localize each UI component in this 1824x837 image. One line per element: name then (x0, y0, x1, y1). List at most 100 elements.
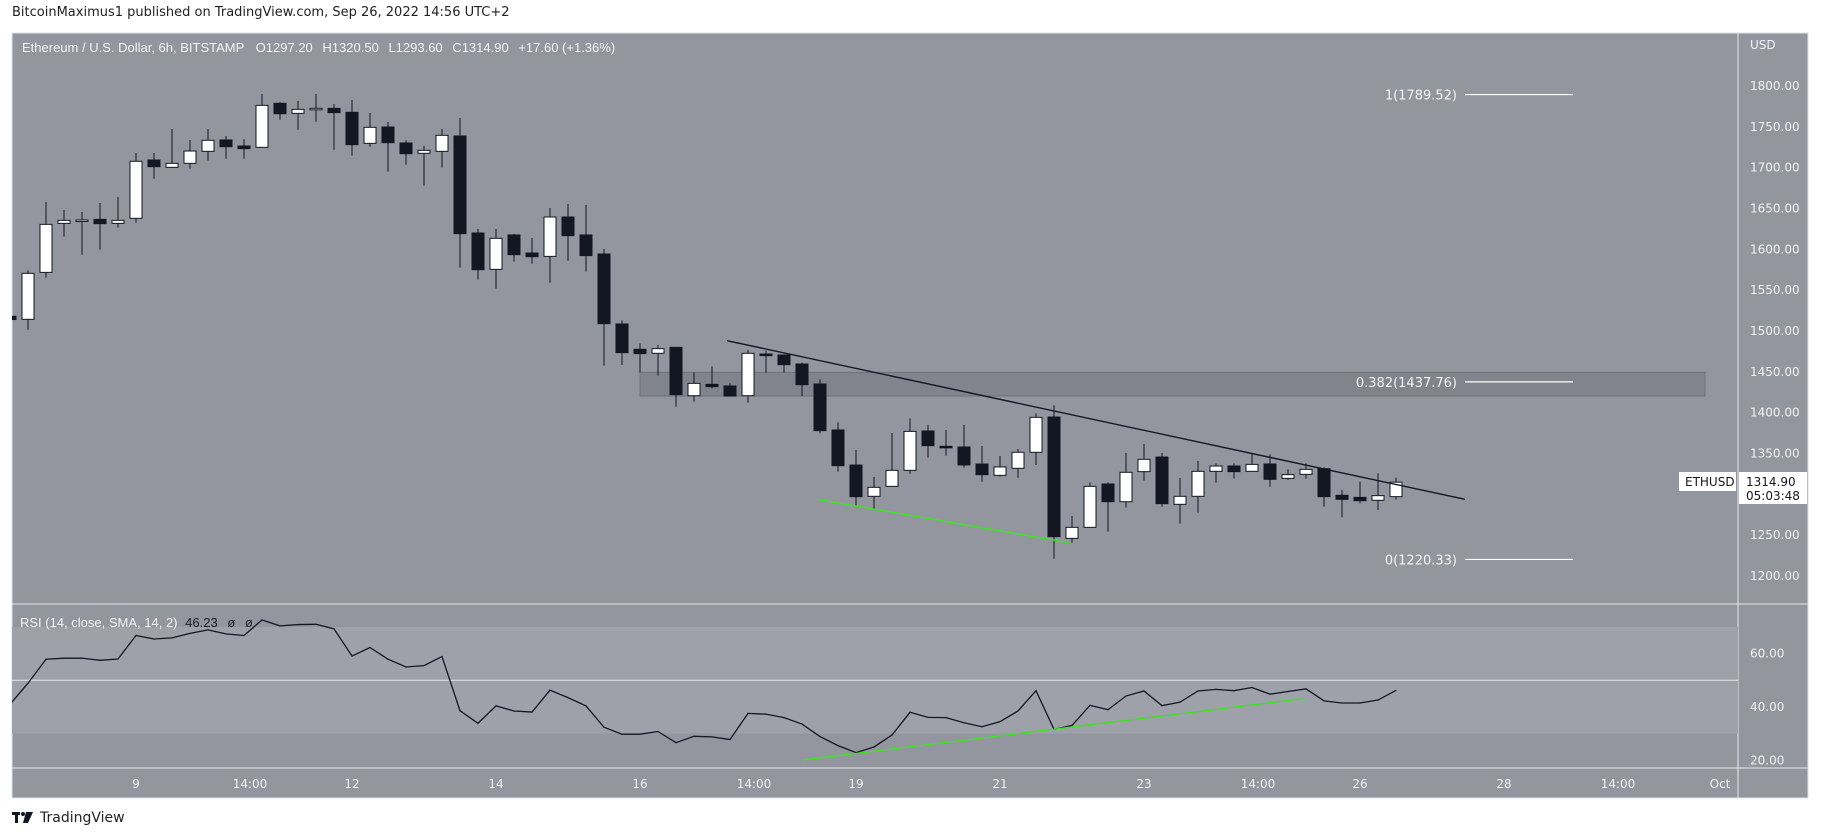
rsi-pane[interactable] (9, 619, 1738, 761)
candle-body-down (975, 463, 989, 476)
candle-body-up (1281, 474, 1295, 479)
rsi-legend: RSI (14, close, SMA, 14, 2) 46.23 ø ø (20, 615, 253, 630)
candle-body-up (1299, 468, 1313, 475)
rsi-point (225, 633, 227, 635)
candle-body-down (921, 430, 935, 447)
resistance-trendline (726, 339, 1466, 501)
candle-body-up (201, 139, 215, 152)
rsi-point (81, 657, 83, 659)
fib-level-label: 1(1789.52) (1385, 89, 1457, 104)
candle (309, 94, 323, 122)
last-price-tag (1739, 472, 1807, 504)
rsi-point (783, 717, 785, 719)
price-tick-label: 1550.00 (1750, 283, 1800, 297)
price-axis[interactable]: 1800.00 1750.00 1700.00 1650.00 1600.00 1550.… (1750, 79, 1800, 583)
candle (975, 446, 989, 482)
candle-body-down (219, 139, 233, 148)
rsi-axis[interactable]: 60.00 40.00 20.00 (1750, 647, 1784, 768)
price-tick-label: 1200.00 (1750, 569, 1800, 583)
bar-countdown: 05:03:48 (1746, 489, 1800, 503)
rsi-point (63, 657, 65, 659)
price-tick-label: 1350.00 (1750, 447, 1800, 461)
rsi-point (927, 716, 929, 718)
time-axis[interactable]: 9 14:00 12 14 16 14:00 19 21 23 14:00 26 28 14:00 Oct (132, 777, 1730, 791)
candle-body-up (1371, 495, 1385, 501)
tradingview-logo[interactable]: TradingView (12, 810, 125, 826)
rsi-point (603, 726, 605, 728)
resistance-zone (639, 371, 1706, 397)
rsi-point (711, 736, 713, 738)
rsi-point (1359, 702, 1361, 704)
rsi-point (1089, 704, 1091, 706)
currency-label: USD (1750, 38, 1776, 52)
rsi-point (963, 722, 965, 724)
candle-body-down (723, 385, 737, 397)
time-tick-label: 19 (848, 777, 863, 791)
candle-body-down (759, 353, 773, 357)
rsi-point (945, 717, 947, 719)
rsi-point (639, 733, 641, 735)
candle (1065, 515, 1079, 543)
price-tick-label: 1600.00 (1750, 242, 1800, 256)
candle-body-down (1047, 416, 1061, 538)
rsi-point (585, 705, 587, 707)
rsi-point (1035, 690, 1037, 692)
price-tick-label: 1750.00 (1750, 120, 1800, 134)
price-pane[interactable]: 1(1789.52) 0.382(1437.76) 0(1220.33) (4, 89, 1706, 569)
candle-body-down (1353, 496, 1367, 502)
candle-body-down (957, 446, 971, 466)
candle-body-up (1209, 465, 1223, 472)
candle-body-up (165, 162, 179, 168)
candle-body-down (777, 354, 791, 366)
candle (1119, 453, 1133, 508)
time-tick-label: 9 (132, 777, 140, 791)
candle (183, 139, 197, 169)
candle-body-up (1191, 470, 1205, 497)
rsi-point (747, 712, 749, 714)
rsi-point (279, 625, 281, 627)
candle (759, 350, 773, 373)
rsi-point (891, 734, 893, 736)
candle-body-up (903, 430, 917, 471)
candle (111, 197, 125, 228)
candle (237, 139, 251, 159)
candle-body-down (12, 315, 17, 321)
rsi-point (1197, 690, 1199, 692)
time-tick-label: 21 (992, 777, 1007, 791)
rsi-point (1071, 724, 1073, 726)
candle-body-up (75, 219, 89, 222)
candle (1209, 463, 1223, 483)
rsi-point (27, 682, 29, 684)
candle-body-up (1137, 458, 1151, 473)
candle-body-down (399, 142, 413, 155)
candle-body-down (633, 348, 647, 355)
candle-body-up (111, 219, 125, 224)
candle (273, 102, 287, 120)
rsi-point (441, 655, 443, 658)
candle-body-up (255, 104, 269, 148)
rsi-point (999, 721, 1001, 723)
candle (831, 422, 845, 472)
candle-body-down (579, 234, 593, 257)
rsi-point (1143, 690, 1145, 692)
change-value: +17.60 (+1.36%) (518, 40, 615, 55)
candle-body-up (651, 348, 665, 354)
rsi-tick-label: 60.00 (1750, 647, 1784, 661)
rsi-point (657, 730, 659, 733)
candle (21, 270, 35, 330)
candle-body-up (489, 237, 503, 270)
candle (795, 362, 809, 397)
rsi-point (1233, 690, 1235, 692)
rsi-point (567, 697, 569, 699)
candle-body-up (543, 216, 557, 257)
time-tick-label: 16 (632, 777, 647, 791)
candle-body-up (21, 272, 35, 320)
candle-body-down (615, 323, 629, 354)
price-tick-label: 1250.00 (1750, 528, 1800, 542)
time-tick-label: 14:00 (1241, 777, 1276, 791)
rsi-point (1287, 690, 1289, 693)
rsi-point (99, 659, 101, 661)
candle-body-up (993, 466, 1007, 476)
candle (489, 229, 503, 289)
